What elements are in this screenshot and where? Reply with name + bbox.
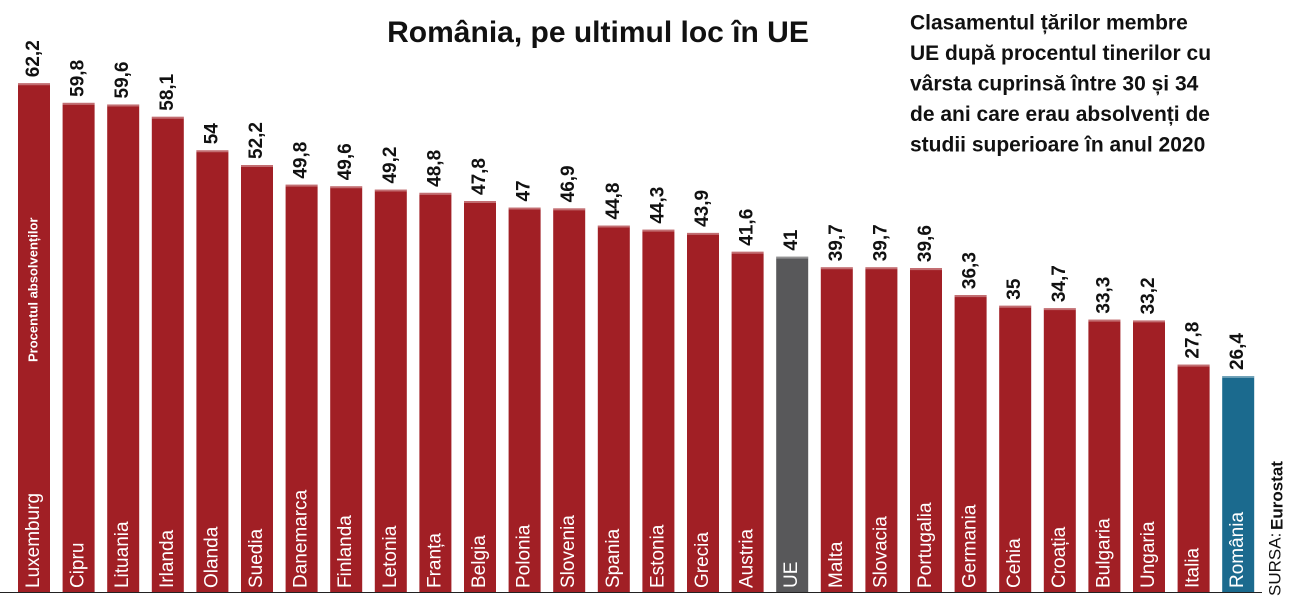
bar [776, 256, 809, 592]
category-label: Olanda [201, 526, 222, 588]
bar [731, 251, 764, 592]
category-label: Estonia [647, 524, 668, 588]
category-label: Cipru [68, 543, 89, 588]
bar [1133, 320, 1165, 592]
category-label: Irlanda [157, 529, 178, 588]
category-label: Belgia [469, 535, 490, 588]
bar [1177, 364, 1210, 592]
value-label: 39,7 [826, 224, 847, 261]
bar [330, 186, 363, 592]
bar [18, 83, 50, 592]
category-label: Cehia [1004, 538, 1025, 588]
category-label: Austria [737, 528, 758, 588]
bar [687, 232, 719, 592]
bar [196, 150, 229, 592]
y-axis-label: Procentul absolvenților [25, 218, 40, 362]
value-label: 54 [201, 123, 222, 145]
value-label: 33,3 [1093, 277, 1114, 314]
bar [1043, 308, 1076, 592]
value-label: 41 [781, 229, 802, 251]
subtitle-line: de ani care erau absolvenți de [910, 103, 1210, 126]
value-label: 59,6 [112, 61, 133, 98]
source: Eurostat [1267, 461, 1286, 530]
bar [999, 305, 1032, 592]
subtitle-line: UE după procentul tinerilor cu [910, 42, 1211, 65]
bar [464, 200, 496, 592]
value-label: 58,1 [157, 73, 178, 110]
value-label: 43,9 [692, 190, 713, 227]
bar [374, 189, 407, 592]
source-label: SURSA: [1265, 533, 1284, 596]
bar [910, 268, 942, 592]
bar [1222, 376, 1255, 592]
category-label: Portugalia [915, 502, 936, 588]
value-label: 52,2 [246, 122, 267, 159]
bar [151, 116, 184, 592]
value-label: 34,7 [1049, 265, 1070, 302]
value-label: 33,2 [1138, 277, 1159, 314]
category-label: Italia [1183, 547, 1204, 588]
bar [820, 267, 853, 592]
value-label: 59,8 [68, 60, 89, 97]
bar [865, 267, 898, 592]
value-label: 47,8 [469, 158, 490, 195]
bar [597, 225, 630, 592]
bar [642, 229, 675, 592]
category-label: Finlanda [335, 515, 356, 588]
value-label: 44,8 [603, 183, 624, 220]
value-label: 35 [1004, 278, 1025, 300]
category-label: Bulgaria [1093, 518, 1114, 588]
value-label: 41,6 [737, 209, 758, 246]
bar [62, 102, 95, 592]
category-label: UE [781, 562, 802, 588]
subtitle: Clasamentul țărilor membre UE după procen… [910, 12, 1211, 157]
bar [107, 104, 140, 593]
category-label: Letonia [380, 525, 401, 588]
category-label: Malta [826, 541, 847, 588]
category-label: Germania [960, 504, 981, 588]
category-label: România [1227, 512, 1248, 588]
category-label: Luxemburg [23, 493, 44, 588]
value-label: 44,3 [647, 187, 668, 224]
value-label: 47 [514, 180, 535, 201]
value-label: 48,8 [424, 150, 445, 187]
bar [954, 295, 987, 592]
bar [553, 208, 586, 592]
category-label: Slovenia [558, 515, 579, 588]
bar [1088, 319, 1121, 592]
category-label: Danemarca [291, 489, 312, 588]
category-label: Spania [603, 528, 624, 588]
value-label: 46,9 [558, 165, 579, 202]
value-label: 49,6 [335, 143, 356, 180]
category-label: Lituania [112, 521, 133, 588]
value-label: 36,3 [960, 252, 981, 289]
bar [241, 165, 273, 592]
bar [419, 192, 452, 593]
chart-title: România, pe ultimul loc în UE [387, 16, 809, 49]
category-label: Slovacia [870, 516, 891, 588]
bar [508, 207, 541, 593]
value-label: 49,8 [291, 142, 312, 179]
value-label: 49,2 [380, 147, 401, 184]
value-label: 27,8 [1183, 322, 1204, 359]
category-label: Ungaria [1138, 521, 1159, 588]
subtitle-line: vârsta cuprinsă între 30 și 34 [910, 73, 1199, 96]
category-label: Grecia [692, 532, 713, 588]
category-label: Franța [424, 533, 445, 588]
value-label: 26,4 [1227, 333, 1248, 370]
value-label: 39,7 [870, 224, 891, 261]
bar [285, 184, 318, 593]
category-label: Polonia [514, 524, 535, 588]
category-label: Croația [1049, 526, 1070, 588]
category-label: Suedia [246, 528, 267, 588]
subtitle-line: studii superioare în anul 2020 [910, 134, 1205, 157]
value-label: 39,6 [915, 225, 936, 262]
subtitle-line: Clasamentul țărilor membre [910, 12, 1188, 35]
value-label: 62,2 [23, 40, 44, 77]
